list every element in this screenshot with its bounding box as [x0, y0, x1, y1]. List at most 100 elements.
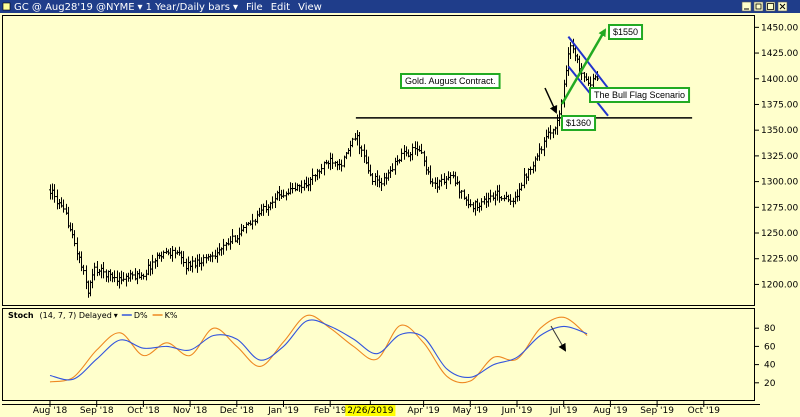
annotation-text: $1360: [566, 118, 591, 128]
target-arrow-icon: [560, 28, 607, 105]
price-axis: 1200.00 1225.00 1250.00 1275.00 1300.00 1325.…: [755, 23, 798, 290]
ohlc-bar: [460, 190, 463, 199]
ohlc-bar: [251, 213, 254, 230]
time-tick: Dec '18: [220, 401, 254, 416]
ohlc-bar: [596, 71, 599, 82]
price-bars: [49, 38, 599, 298]
stoch-tick-label: 20: [764, 379, 776, 389]
k-series-legend: K%: [165, 311, 178, 320]
ohlc-bar: [182, 251, 185, 267]
time-tick-label: Feb '19: [314, 406, 347, 416]
ohlc-bar: [122, 272, 125, 282]
ohlc-bar: [151, 254, 154, 275]
time-tick-label: Dec '18: [220, 406, 254, 416]
ohlc-bar: [113, 270, 116, 283]
time-tick-label: Nov '18: [173, 406, 208, 416]
time-tick-label: Aug '19: [593, 406, 628, 416]
price-tick-label: 1450.00: [761, 23, 798, 33]
bull-flag-drawing: [355, 28, 693, 119]
stoch-options-icon[interactable]: ▾: [114, 311, 118, 320]
time-tick: Jan '19: [267, 401, 299, 416]
flag-channel-bottom-line: [567, 65, 609, 117]
price-tick-label: 1375.00: [761, 100, 798, 110]
time-tick: Apr '19: [407, 401, 440, 416]
time-tick-label: Jan '19: [267, 406, 299, 416]
price-tick-label: 1275.00: [761, 203, 798, 213]
menu-file[interactable]: File: [246, 2, 263, 13]
date-cursor-text: 2/26/2019: [347, 406, 393, 416]
maximize-icon[interactable]: [765, 1, 776, 12]
ohlc-bar: [231, 228, 234, 245]
stoch-legend-title: Stoch: [8, 311, 34, 320]
timeframe-selector[interactable]: 1 Year/Daily bars: [146, 2, 230, 13]
ohlc-bar: [371, 173, 374, 185]
price-tick-label: 1300.00: [761, 178, 798, 188]
ohlc-bar: [351, 137, 354, 148]
time-tick: Sep '18: [80, 401, 114, 416]
ohlc-bar: [82, 264, 85, 275]
timeframe-dropdown-icon[interactable]: ▾: [233, 2, 238, 13]
time-tick: Jul '19: [549, 401, 578, 416]
time-tick: Sep '19: [640, 401, 674, 416]
annotation-box: $1550: [608, 24, 644, 40]
time-tick-label: Oct '19: [688, 406, 721, 416]
price-tick-label: 1325.00: [761, 152, 798, 162]
restore-icon[interactable]: [753, 1, 764, 12]
ohlc-bar: [380, 177, 383, 191]
time-tick: Oct '18: [127, 401, 160, 416]
stoch-lines: [49, 314, 588, 384]
ohlc-bar: [509, 194, 512, 206]
stoch-panel-frame: [2, 308, 755, 401]
ohlc-bar: [400, 148, 403, 162]
ohlc-bar: [549, 125, 552, 140]
annotation-box: The Bull Flag Scenario: [589, 87, 691, 103]
time-tick-label: Oct '18: [127, 406, 160, 416]
ohlc-bar: [271, 196, 274, 209]
instrument-title[interactable]: GC @ Aug28'19 @NYME: [14, 2, 135, 13]
time-tick: Aug '19: [593, 401, 628, 416]
price-tick-label: 1350.00: [761, 126, 798, 136]
ohlc-bar: [142, 273, 145, 280]
time-tick-label: Sep '19: [640, 406, 674, 416]
ohlc-bar: [242, 225, 245, 232]
menu-view[interactable]: View: [298, 2, 322, 13]
ohlc-bar: [340, 159, 343, 172]
time-tick: Nov '18: [173, 401, 208, 416]
stoch-legend-name: Stoch: [8, 311, 34, 320]
time-tick: May '19: [453, 401, 488, 416]
price-tick-label: 1425.00: [761, 49, 798, 59]
title-bar: [0, 0, 800, 13]
ohlc-bar: [391, 163, 394, 172]
ohlc-bar: [131, 271, 134, 280]
minimize-icon[interactable]: [741, 1, 752, 12]
d-series-legend: D%: [134, 311, 148, 320]
ohlc-bar: [171, 246, 174, 262]
ohlc-bar: [449, 172, 452, 185]
ohlc-bar: [431, 178, 434, 187]
time-tick-label: Sep '18: [80, 406, 114, 416]
ohlc-bar: [202, 254, 205, 267]
ohlc-bar: [62, 199, 65, 213]
window-controls: [741, 1, 788, 12]
price-tick-label: 1225.00: [761, 255, 798, 265]
price-tick-label: 1400.00: [761, 75, 798, 85]
time-tick-label: Apr '19: [407, 406, 440, 416]
ohlc-bar: [320, 163, 323, 175]
instrument-dropdown-icon[interactable]: ▾: [138, 2, 143, 13]
stoch-axis: 20 40 60 80: [755, 324, 776, 389]
ohlc-bar: [489, 189, 492, 203]
menu-edit[interactable]: Edit: [271, 2, 290, 13]
ohlc-bar: [569, 42, 572, 59]
stoch-legend-params: (14, 7, 7) Delayed: [40, 311, 112, 320]
time-tick: Aug '18: [33, 401, 67, 416]
time-tick: Jun '19: [501, 401, 533, 416]
chart-menu-icon[interactable]: [2, 2, 11, 11]
d-series-line: [49, 319, 588, 381]
ohlc-bar: [311, 168, 314, 185]
ohlc-bar: [73, 230, 76, 247]
annotation-text: Gold. August Contract.: [405, 76, 496, 86]
ohlc-bar: [440, 174, 443, 187]
